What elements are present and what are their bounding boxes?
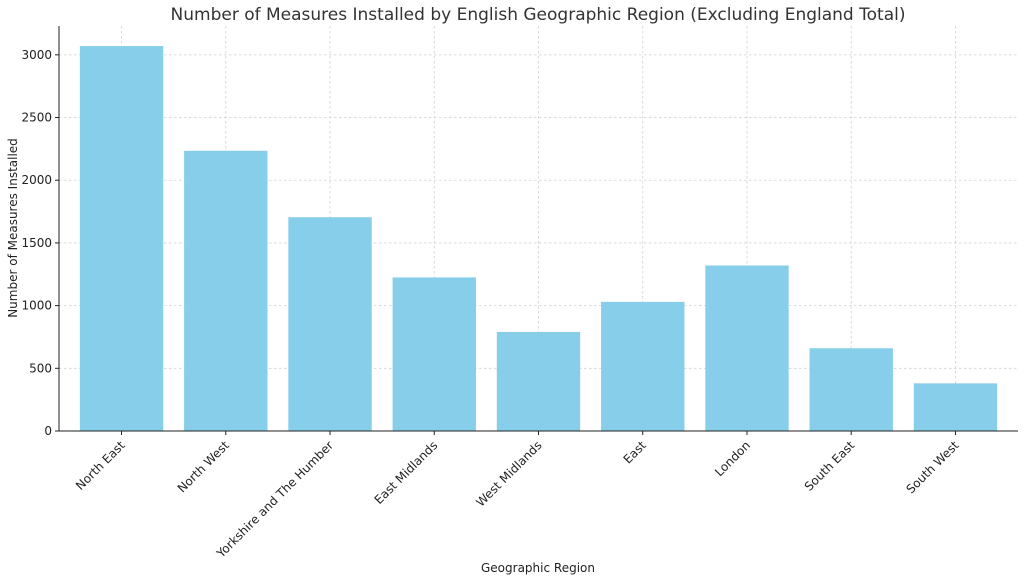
bar-north-west	[184, 150, 268, 431]
x-tick-label: East	[621, 438, 649, 466]
y-tick-label: 1500	[21, 236, 52, 250]
x-tick-label: South West	[903, 438, 961, 496]
bar-east-midlands	[392, 277, 476, 431]
grid	[59, 26, 1018, 432]
x-tick-label: North West	[175, 438, 232, 495]
bars	[79, 46, 998, 431]
bar-yorkshire-and-the-humber	[288, 217, 372, 431]
x-tick-label: South East	[802, 438, 858, 494]
x-tick-label: West Midlands	[473, 438, 544, 509]
x-axis-label: Geographic Region	[481, 561, 595, 575]
y-tick-label: 500	[29, 361, 52, 375]
chart-title: Number of Measures Installed by English …	[171, 5, 906, 25]
bar-east	[601, 301, 685, 431]
y-axis-ticks: 0 500 1000 1500 2000 2500 3000	[21, 48, 59, 438]
y-tick-label: 1000	[21, 299, 52, 313]
x-tick-label: London	[712, 438, 753, 479]
y-axis-label: Number of Measures Installed	[6, 138, 20, 318]
bar-london	[705, 265, 789, 431]
y-tick-label: 3000	[21, 48, 52, 62]
x-tick-label: North East	[73, 438, 128, 493]
bar-north-east	[79, 46, 164, 431]
y-tick-label: 2500	[21, 111, 52, 125]
bar-south-west	[913, 383, 998, 431]
y-tick-label: 2000	[21, 173, 52, 187]
x-tick-label: East Midlands	[372, 438, 441, 507]
x-tick-label: Yorkshire and The Humber	[213, 438, 336, 561]
y-tick-label: 0	[44, 424, 52, 438]
bar-west-midlands	[496, 331, 581, 431]
bar-south-east	[809, 348, 893, 431]
